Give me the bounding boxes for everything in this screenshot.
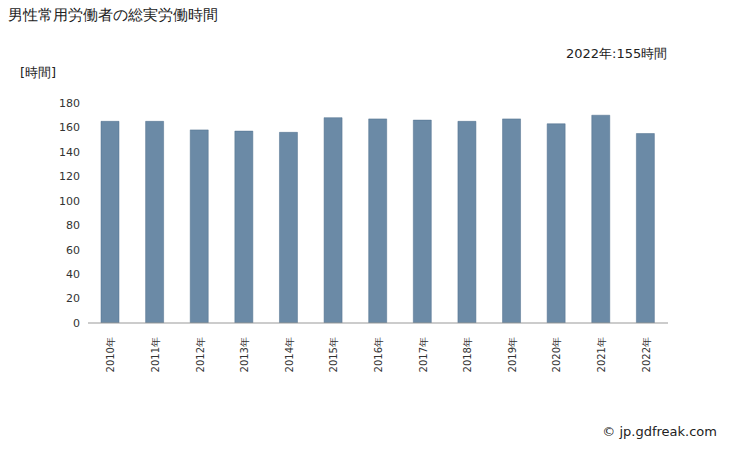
html-text:男性常用労働者の総実労働時間: 男性常用労働者の総実労働時間	[8, 6, 218, 24]
html-text:2022年:155時間: 2022年:155時間	[566, 46, 668, 61]
svg-text:40: 40	[66, 268, 80, 281]
html-text:[時間]: [時間]	[20, 65, 57, 80]
svg-text:2015年: 2015年	[328, 337, 339, 372]
svg-text:140: 140	[59, 146, 80, 159]
svg-text:80: 80	[66, 219, 80, 232]
svg-text:60: 60	[66, 244, 80, 257]
svg-text:0: 0	[73, 317, 80, 330]
svg-text:2018年: 2018年	[462, 337, 473, 372]
html-text:© jp.gdfreak.com: © jp.gdfreak.com	[602, 424, 717, 439]
svg-text:2011年: 2011年	[150, 337, 161, 372]
svg-text:2020年: 2020年	[551, 337, 562, 372]
svg-text:2013年: 2013年	[239, 337, 250, 372]
svg-text:120: 120	[59, 170, 80, 183]
svg-text:2016年: 2016年	[373, 337, 384, 372]
svg-text:2017年: 2017年	[418, 337, 429, 372]
svg-text:180: 180	[59, 97, 80, 110]
svg-text:20: 20	[66, 292, 80, 305]
svg-text:100: 100	[59, 195, 80, 208]
svg-text:2012年: 2012年	[195, 337, 206, 372]
svg-text:2021年: 2021年	[596, 337, 607, 372]
svg-text:2019年: 2019年	[507, 337, 518, 372]
svg-text:2022年: 2022年	[641, 337, 652, 372]
svg-text:160: 160	[59, 121, 80, 134]
svg-text:2010年: 2010年	[105, 337, 116, 372]
svg-text:2014年: 2014年	[284, 337, 295, 372]
